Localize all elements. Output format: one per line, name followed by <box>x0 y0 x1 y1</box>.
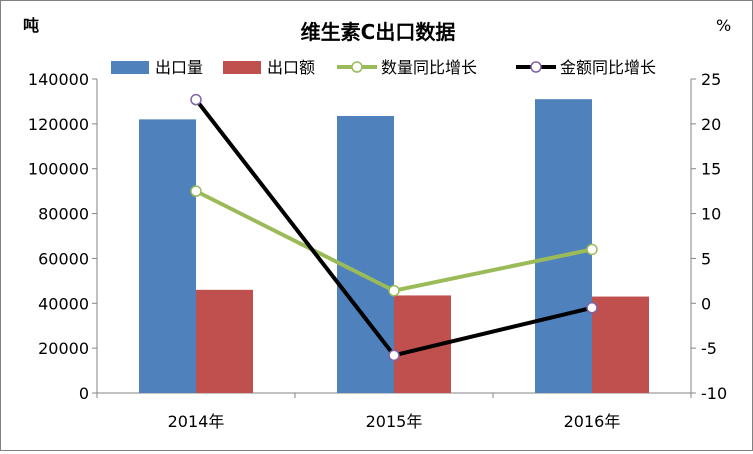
point-volume-growth <box>586 243 598 256</box>
axes: 0 20000 40000 60000 80000 100000 120000 140000 -… <box>28 70 727 431</box>
legend-label: 金额同比增长 <box>560 58 656 77</box>
legend: 出口量 出口额 数量同比增长 金额同比增长 <box>111 58 656 77</box>
bar-export-value <box>592 296 649 393</box>
legend-marker <box>351 61 363 73</box>
bar-export-volume <box>337 116 394 393</box>
left-tick-label: 140000 <box>28 70 89 89</box>
legend-marker <box>530 61 542 73</box>
left-axis-unit: 吨 <box>23 16 39 35</box>
right-tick-label: 10 <box>701 205 721 224</box>
bar-export-volume <box>535 99 592 393</box>
right-tick-label: -5 <box>701 339 717 358</box>
right-axis-unit: % <box>716 16 731 35</box>
right-tick-label: -10 <box>701 384 727 403</box>
right-tick-label: 0 <box>701 294 711 313</box>
point-volume-growth <box>388 284 400 297</box>
point-value-growth <box>388 349 400 362</box>
left-tick-label: 0 <box>79 384 89 403</box>
bars <box>139 99 649 393</box>
point-value-growth <box>586 302 598 314</box>
legend-swatch <box>223 61 261 74</box>
left-tick-label: 80000 <box>38 205 89 224</box>
left-tick-label: 40000 <box>38 294 89 313</box>
left-tick-label: 20000 <box>38 339 89 358</box>
bar-export-value <box>196 289 253 393</box>
x-category-label: 2015年 <box>366 412 423 431</box>
x-category-label: 2016年 <box>564 412 621 431</box>
legend-label: 出口量 <box>155 58 203 77</box>
point-value-growth <box>190 93 202 106</box>
bar-export-volume <box>139 119 196 393</box>
chart-title: 维生素C出口数据 <box>301 20 456 44</box>
left-tick-label: 60000 <box>38 249 89 268</box>
point-volume-growth <box>190 185 202 197</box>
right-tick-label: 5 <box>701 249 711 268</box>
right-tick-label: 15 <box>701 160 721 179</box>
x-category-label: 2014年 <box>168 412 225 431</box>
legend-swatch <box>111 61 149 74</box>
left-tick-label: 100000 <box>28 160 89 179</box>
legend-label: 数量同比增长 <box>381 58 477 77</box>
lines <box>190 93 598 362</box>
right-tick-label: 25 <box>701 70 721 89</box>
left-tick-label: 120000 <box>28 115 89 134</box>
legend-label: 出口额 <box>267 58 315 77</box>
right-tick-label: 20 <box>701 115 721 134</box>
